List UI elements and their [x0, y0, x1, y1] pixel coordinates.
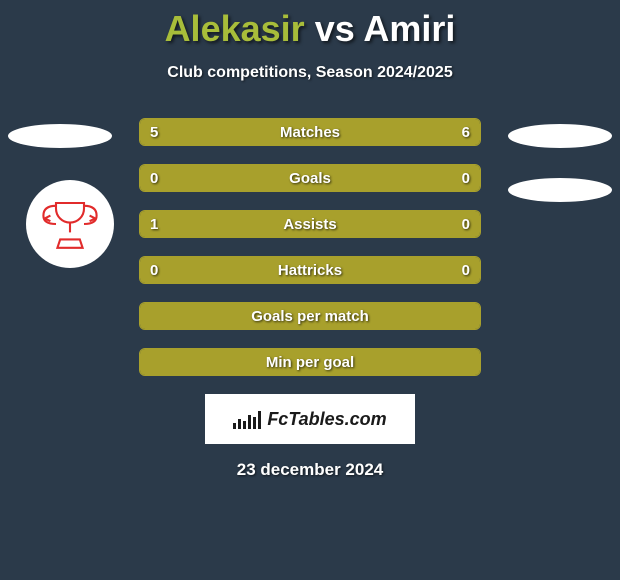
- stat-label: Hattricks: [140, 257, 480, 283]
- player2-name: Amiri: [363, 8, 455, 49]
- page-title: Alekasir vs Amiri: [0, 0, 620, 50]
- logo-bar: [238, 419, 241, 429]
- stats-rows: 56Matches 00Goals 10Assists 00Hattricks Goal…: [139, 118, 481, 376]
- decorative-ellipse: [508, 124, 612, 148]
- subtitle: Club competitions, Season 2024/2025: [0, 64, 620, 82]
- logo-text: FcTables.com: [267, 409, 386, 430]
- logo-bar: [258, 411, 261, 429]
- stat-row: Goals per match: [139, 302, 481, 330]
- stat-row: 56Matches: [139, 118, 481, 146]
- stat-label: Matches: [140, 119, 480, 145]
- logo-bar: [253, 417, 256, 429]
- stat-row: 00Goals: [139, 164, 481, 192]
- logo-box: FcTables.com: [205, 394, 415, 444]
- stat-label: Goals per match: [140, 303, 480, 329]
- logo-bar: [233, 423, 236, 429]
- decorative-ellipse: [508, 178, 612, 202]
- club-badge: [26, 180, 114, 268]
- stat-label: Assists: [140, 211, 480, 237]
- trophy-icon: [35, 189, 105, 259]
- stat-row: 00Hattricks: [139, 256, 481, 284]
- stat-row: 10Assists: [139, 210, 481, 238]
- logo-bars-icon: [233, 409, 261, 429]
- logo-bar: [248, 415, 251, 429]
- stat-label: Min per goal: [140, 349, 480, 375]
- date-text: 23 december 2024: [0, 460, 620, 480]
- vs-text: vs: [315, 8, 355, 49]
- stat-row: Min per goal: [139, 348, 481, 376]
- player1-name: Alekasir: [165, 8, 305, 49]
- decorative-ellipse: [8, 124, 112, 148]
- stat-label: Goals: [140, 165, 480, 191]
- logo-bar: [243, 421, 246, 429]
